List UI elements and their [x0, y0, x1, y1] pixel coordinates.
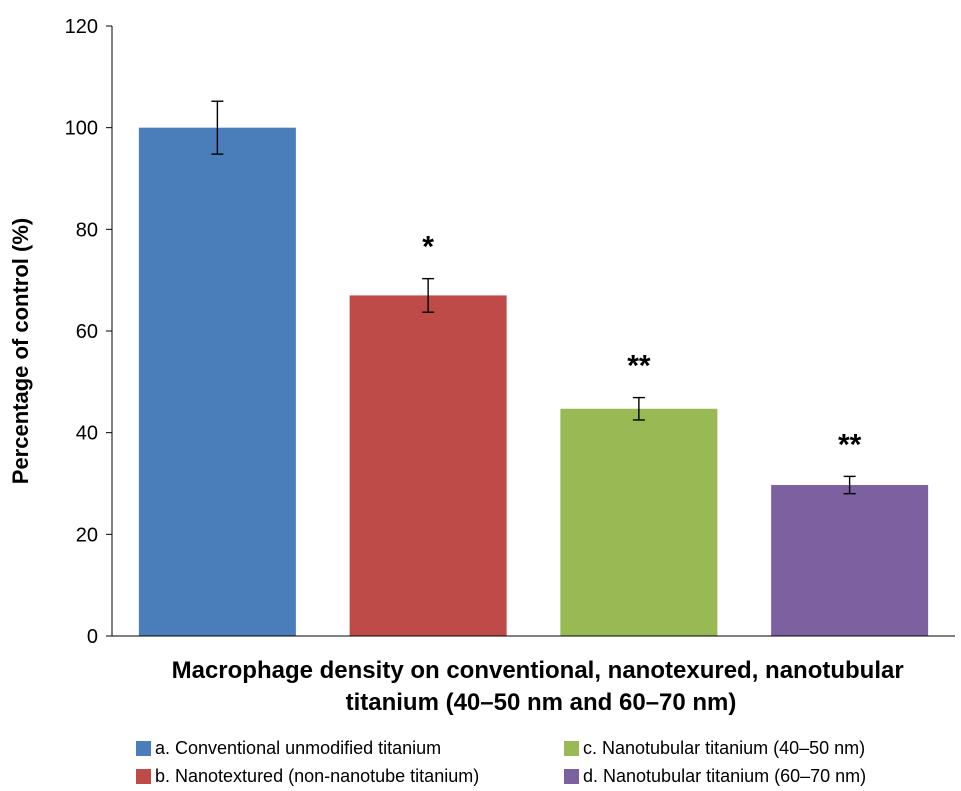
- legend-label-d: d. Nanotubular titanium (60–70 nm): [583, 766, 867, 786]
- x-axis-title-line-1: Macrophage density on conventional, nano…: [172, 657, 904, 684]
- significance-marker-b: *: [422, 231, 434, 264]
- x-axis-title: Macrophage density on conventional, nano…: [172, 657, 911, 716]
- y-tick-label: 120: [65, 16, 98, 38]
- legend-label-c: c. Nanotubular titanium (40–50 nm): [583, 738, 866, 758]
- y-tick-label: 0: [87, 626, 98, 648]
- error-bar-c: [632, 396, 645, 421]
- bar-c: [560, 408, 718, 636]
- error-bar-a: [211, 100, 224, 155]
- y-ticks-group: 0 20 40 60 80 100 120: [65, 16, 112, 648]
- significance-marker-c: **: [627, 350, 651, 383]
- y-tick-label: 20: [76, 524, 98, 546]
- legend-swatch-c: [564, 741, 579, 756]
- legend-swatch-b: [136, 769, 151, 784]
- legend-item-a: a. Conventional unmodified titanium: [136, 738, 441, 759]
- legend-label-a: a. Conventional unmodified titanium: [155, 738, 442, 758]
- legend-item-d: d. Nanotubular titanium (60–70 nm): [564, 766, 866, 787]
- legend-swatch-a: [136, 741, 151, 756]
- legend-item-c: c. Nanotubular titanium (40–50 nm): [564, 738, 865, 759]
- legend-item-b: b. Nanotextured (non-nanotube titanium): [136, 766, 479, 787]
- y-tick-label: 60: [76, 321, 98, 343]
- x-axis-title-line-2: titanium (40–50 nm and 60–70 nm): [346, 689, 737, 716]
- significance-marker-d: **: [838, 428, 862, 461]
- bar-a: [138, 127, 296, 637]
- bar-d: [771, 485, 929, 636]
- legend-label-b: b. Nanotextured (non-nanotube titanium): [155, 766, 480, 786]
- legend-swatch-d: [564, 769, 579, 784]
- error-bar-b: [422, 277, 435, 313]
- error-bar-d: [843, 475, 856, 495]
- y-tick-label: 40: [76, 423, 98, 445]
- y-axis-title: Percentage of control (%): [8, 218, 33, 484]
- bar-b: [349, 295, 507, 636]
- y-tick-label: 80: [76, 219, 98, 241]
- y-tick-label: 100: [65, 118, 98, 140]
- bars-group: *****: [138, 100, 929, 637]
